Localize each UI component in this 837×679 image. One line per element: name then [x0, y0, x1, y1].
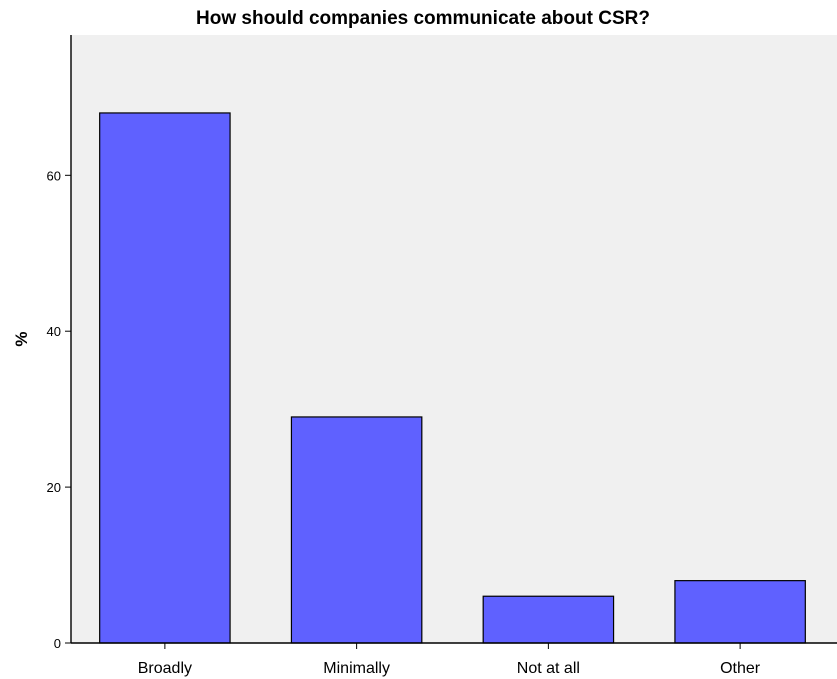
- x-tick-label: Broadly: [138, 660, 192, 677]
- y-tick-label: 20: [47, 480, 61, 495]
- bar-minimally: [290, 416, 423, 644]
- y-ticks-group: 0 20 40 60: [47, 168, 71, 651]
- x-ticks-group: Broadly Minimally Not at all Other: [138, 643, 761, 677]
- x-tick-label: Other: [720, 660, 761, 677]
- y-axis-title: %: [12, 331, 31, 346]
- y-tick-label: 0: [54, 636, 61, 651]
- y-tick-label: 60: [47, 168, 61, 183]
- x-tick-label: Minimally: [323, 660, 390, 677]
- x-tick-label: Not at all: [517, 660, 580, 677]
- bar-broadly: [99, 112, 231, 644]
- chart-title: How should companies communicate about C…: [196, 8, 650, 29]
- bar-not-at-all: [482, 595, 615, 644]
- bar-other: [674, 580, 806, 644]
- bars-group: [99, 112, 806, 644]
- y-tick-label: 40: [47, 324, 61, 339]
